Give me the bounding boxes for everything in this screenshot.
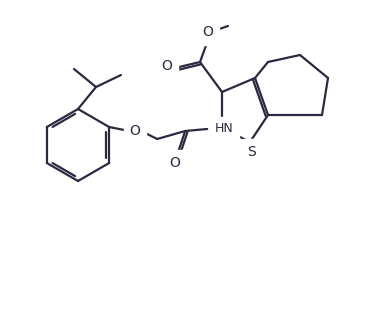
Text: O: O [130, 124, 141, 138]
Text: O: O [203, 25, 214, 39]
Text: HN: HN [215, 122, 234, 135]
Text: O: O [162, 59, 173, 73]
Text: O: O [170, 156, 180, 170]
Text: S: S [248, 145, 256, 159]
